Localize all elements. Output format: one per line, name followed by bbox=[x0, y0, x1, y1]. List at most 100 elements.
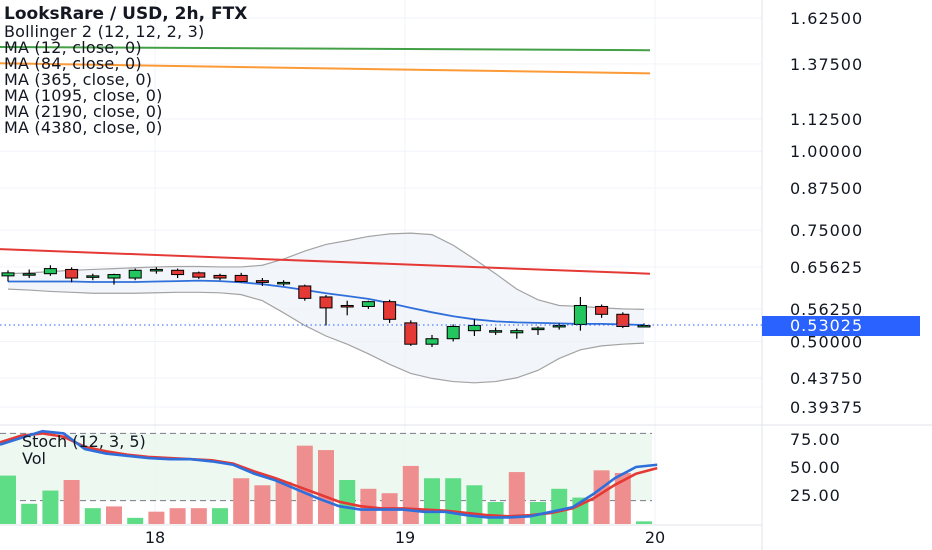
volume-bar bbox=[614, 472, 631, 524]
price-tick-label: 1.00000 bbox=[790, 142, 863, 161]
candle-body bbox=[107, 274, 121, 279]
candle bbox=[531, 326, 545, 335]
candle bbox=[595, 304, 609, 318]
indicator-bollinger[interactable]: Bollinger 2 (12, 12, 2, 3) bbox=[4, 22, 205, 41]
sub-pane-legend: Stoch (12, 3, 5) Vol bbox=[22, 433, 146, 467]
candle-body bbox=[234, 274, 248, 283]
volume-bar bbox=[318, 450, 334, 524]
volume-bar bbox=[339, 480, 356, 524]
indicator-ma-12[interactable]: MA (12, close, 0) bbox=[4, 38, 142, 57]
price-tick-label: 0.43750 bbox=[790, 369, 863, 388]
price-tick-label: 1.12500 bbox=[790, 110, 863, 129]
candle-body bbox=[489, 330, 503, 333]
volume-bar bbox=[148, 511, 165, 524]
volume-bar bbox=[296, 445, 313, 524]
axes: 1.62500 1.37500 1.12500 1.00000 0.87500 0.750… bbox=[145, 9, 863, 547]
volume-bar bbox=[42, 490, 59, 524]
ma-line bbox=[0, 62, 651, 75]
candle bbox=[298, 284, 312, 301]
volume-bar bbox=[169, 508, 186, 524]
candle-body bbox=[573, 304, 587, 325]
candle bbox=[467, 319, 481, 337]
time-tick-label: 19 bbox=[395, 528, 415, 547]
candles bbox=[0, 265, 762, 347]
bollinger-upper bbox=[7, 232, 645, 310]
candle bbox=[616, 312, 630, 329]
candle bbox=[255, 278, 269, 286]
candle-body bbox=[43, 268, 57, 275]
price-tick-label: 0.87500 bbox=[790, 179, 863, 198]
candle-body bbox=[383, 301, 397, 320]
volume-bar bbox=[233, 478, 250, 524]
price-tick-label: 1.37500 bbox=[790, 55, 863, 74]
candle-body bbox=[467, 324, 481, 332]
candle-body bbox=[255, 280, 269, 283]
volume-bars bbox=[0, 445, 652, 524]
candle bbox=[425, 334, 439, 347]
candle-body bbox=[637, 324, 651, 328]
candle bbox=[22, 269, 36, 279]
candle-body bbox=[277, 281, 291, 285]
indicator-ma-4380[interactable]: MA (4380, close, 0) bbox=[4, 118, 163, 137]
candle-body bbox=[22, 273, 36, 276]
candle bbox=[213, 273, 227, 281]
volume-bar bbox=[508, 472, 525, 524]
symbol-title[interactable]: LooksRare / USD, 2h, FTX bbox=[4, 4, 248, 24]
candle-body bbox=[192, 272, 206, 278]
volume-bar bbox=[190, 508, 207, 524]
indicator-stoch[interactable]: Stoch (12, 3, 5) bbox=[22, 432, 146, 451]
price-tick-label: 0.39375 bbox=[790, 398, 863, 417]
volume-bar bbox=[636, 521, 652, 524]
candle-body bbox=[404, 322, 418, 345]
stoch-lines bbox=[0, 429, 658, 519]
stoch-tick-label: 25.00 bbox=[790, 486, 841, 505]
candle-body bbox=[213, 274, 227, 279]
candle bbox=[234, 272, 248, 283]
candle-body bbox=[552, 324, 566, 328]
volume-bar bbox=[63, 480, 80, 524]
candle bbox=[192, 271, 206, 279]
stoch-k-line bbox=[0, 429, 658, 519]
indicator-ma-2190[interactable]: MA (2190, close, 0) bbox=[4, 102, 163, 121]
volume-bar bbox=[424, 478, 440, 524]
indicator-ma-365[interactable]: MA (365, close, 0) bbox=[4, 70, 153, 89]
volume-bar bbox=[254, 485, 271, 524]
candle-body bbox=[171, 269, 185, 276]
candle-body bbox=[340, 304, 354, 308]
volume-bar bbox=[551, 488, 568, 524]
candle-body bbox=[319, 296, 333, 309]
volume-bar bbox=[127, 517, 144, 524]
candle bbox=[1, 270, 15, 282]
price-tick-label: 1.62500 bbox=[790, 9, 863, 28]
indicator-ma-84[interactable]: MA (84, close, 0) bbox=[4, 54, 142, 73]
candle bbox=[43, 265, 57, 276]
volume-bar bbox=[212, 508, 228, 524]
candle-body bbox=[149, 268, 163, 272]
ma-line bbox=[0, 46, 651, 52]
volume-bar bbox=[0, 475, 16, 524]
indicator-vol[interactable]: Vol bbox=[22, 449, 46, 468]
candle bbox=[340, 300, 354, 316]
candle bbox=[383, 299, 397, 323]
candle-body bbox=[446, 325, 460, 340]
candle-body bbox=[361, 301, 375, 307]
candle-body bbox=[595, 305, 609, 315]
candle bbox=[128, 268, 142, 281]
current-price-tag: 0.53025 bbox=[762, 316, 920, 336]
volume-bar bbox=[84, 508, 101, 524]
candle-body bbox=[425, 338, 439, 345]
moving-averages bbox=[0, 46, 651, 275]
candle bbox=[277, 280, 291, 286]
indicator-ma-1095[interactable]: MA (1095, close, 0) bbox=[4, 86, 163, 105]
candle bbox=[107, 273, 121, 285]
volume-bar bbox=[275, 481, 292, 524]
candle-body bbox=[531, 327, 545, 331]
stoch-tick-label: 75.00 bbox=[790, 430, 841, 449]
candle-body bbox=[1, 272, 15, 277]
candle-body bbox=[65, 268, 79, 279]
candle bbox=[65, 267, 79, 283]
stoch-tick-label: 50.00 bbox=[790, 458, 841, 477]
price-tick-label: 0.50000 bbox=[790, 332, 863, 351]
